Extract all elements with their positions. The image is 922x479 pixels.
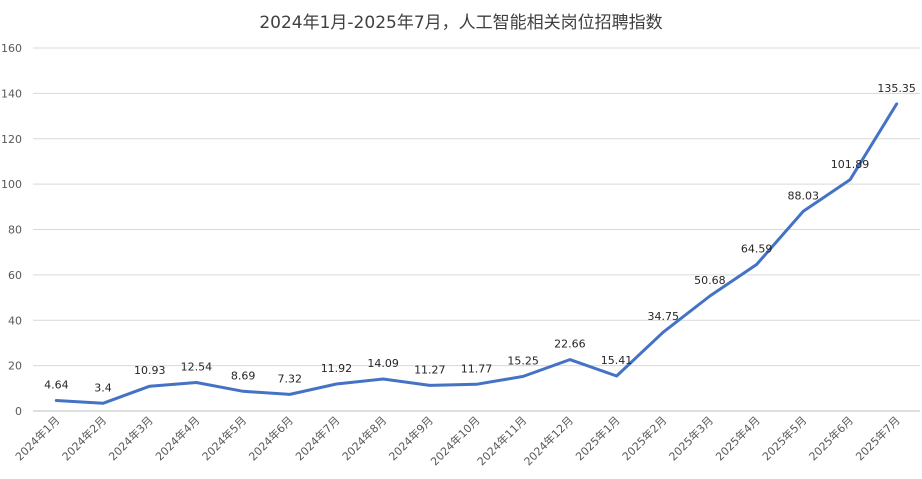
- y-tick-label: 140: [1, 87, 22, 100]
- data-label: 11.27: [414, 363, 446, 376]
- y-axis-ticks: 0 20 40 60 80 100 120 140 160: [1, 42, 22, 418]
- y-tick-label: 80: [8, 224, 22, 237]
- data-label: 64.59: [741, 242, 773, 255]
- x-tick-label: 2025年1月: [572, 413, 622, 463]
- x-tick-label: 2024年5月: [199, 413, 249, 463]
- x-tick-label: 2024年7月: [292, 413, 342, 463]
- y-tick-label: 120: [1, 133, 22, 146]
- x-axis-ticks: 2024年1月2024年2月2024年3月2024年4月2024年5月2024年…: [12, 413, 903, 468]
- data-label: 135.35: [877, 82, 916, 95]
- x-tick-label: 2025年4月: [713, 413, 763, 463]
- x-tick-label: 2024年3月: [106, 413, 156, 463]
- x-tick-label: 2024年8月: [339, 413, 389, 463]
- data-label: 22.66: [554, 338, 586, 351]
- x-tick-label: 2024年10月: [427, 413, 482, 468]
- y-tick-label: 40: [8, 314, 22, 327]
- series-line: [54, 102, 899, 405]
- x-tick-label: 2024年11月: [474, 413, 529, 468]
- data-label: 11.77: [461, 362, 493, 375]
- y-tick-label: 0: [15, 405, 22, 418]
- data-label: 10.93: [134, 364, 166, 377]
- gridlines: [33, 47, 920, 412]
- data-labels: 4.64 3.4 10.93 12.54 8.69 7.32 11.92 14.09 11.27…: [44, 82, 916, 394]
- y-tick-label: 100: [1, 178, 22, 191]
- y-tick-label: 160: [1, 42, 22, 55]
- data-label: 11.92: [321, 362, 353, 375]
- x-tick-label: 2024年6月: [246, 413, 296, 463]
- x-tick-label: 2025年5月: [759, 413, 809, 463]
- x-tick-label: 2025年6月: [806, 413, 856, 463]
- data-label: 7.32: [278, 372, 303, 385]
- data-label: 4.64: [44, 378, 69, 391]
- x-tick-label: 2024年4月: [152, 413, 202, 463]
- data-label: 3.4: [94, 381, 112, 394]
- data-label: 34.75: [647, 310, 679, 323]
- x-tick-label: 2024年12月: [521, 413, 576, 468]
- data-label: 12.54: [181, 361, 213, 374]
- x-tick-label: 2025年7月: [853, 413, 903, 463]
- y-tick-label: 60: [8, 269, 22, 282]
- chart-title: 2024年1月-2025年7月，人工智能相关岗位招聘指数: [259, 13, 662, 33]
- data-label: 15.41: [601, 354, 633, 367]
- x-tick-label: 2025年2月: [619, 413, 669, 463]
- series-layer: [54, 102, 899, 405]
- x-tick-label: 2024年1月: [12, 413, 62, 463]
- data-label: 101.89: [831, 158, 870, 171]
- data-label: 8.69: [231, 369, 256, 382]
- data-label: 14.09: [367, 357, 399, 370]
- data-label: 15.25: [507, 354, 539, 367]
- x-tick-label: 2024年2月: [59, 413, 109, 463]
- x-tick-label: 2024年9月: [386, 413, 436, 463]
- data-label: 50.68: [694, 274, 726, 287]
- data-label: 88.03: [788, 189, 820, 202]
- y-tick-label: 20: [8, 360, 22, 373]
- x-tick-label: 2025年3月: [666, 413, 716, 463]
